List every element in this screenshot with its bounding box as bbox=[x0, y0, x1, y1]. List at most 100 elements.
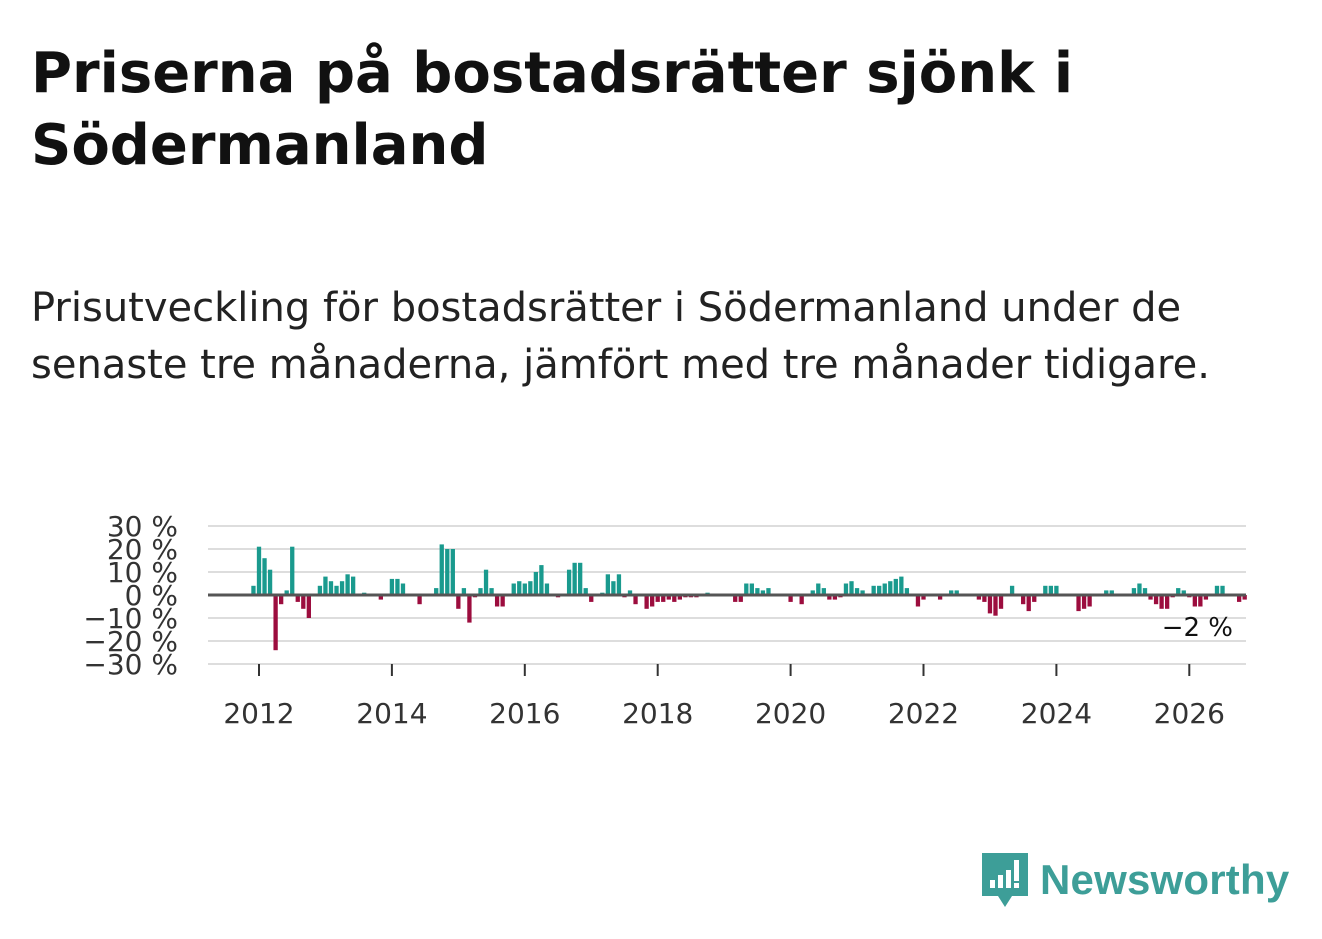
x-tick-label: 2012 bbox=[223, 697, 294, 730]
bar bbox=[483, 569, 489, 595]
bar bbox=[1220, 585, 1225, 595]
gridlines bbox=[208, 525, 1246, 665]
bar bbox=[605, 574, 611, 595]
bar bbox=[915, 595, 921, 607]
bar bbox=[478, 588, 483, 595]
bar bbox=[528, 581, 533, 595]
y-tick-label: −10 % bbox=[83, 602, 178, 635]
y-tick-label: 10 % bbox=[107, 556, 178, 589]
bar bbox=[904, 588, 910, 595]
bar bbox=[1009, 585, 1015, 595]
bar bbox=[1142, 588, 1148, 595]
bar bbox=[467, 595, 472, 623]
bar bbox=[306, 595, 311, 618]
bar bbox=[666, 595, 671, 600]
bar bbox=[871, 585, 876, 595]
y-tick-label: 0 % bbox=[125, 579, 178, 612]
bar bbox=[849, 581, 854, 595]
bar bbox=[611, 581, 616, 595]
bar bbox=[1181, 590, 1186, 595]
bar bbox=[987, 595, 993, 614]
bar bbox=[378, 595, 383, 600]
last-value-label: −2 % bbox=[1162, 613, 1233, 643]
bar bbox=[1198, 595, 1203, 607]
bar bbox=[1159, 595, 1164, 609]
bar bbox=[290, 546, 295, 595]
bar bbox=[1032, 595, 1037, 602]
bar bbox=[877, 585, 882, 595]
bar bbox=[572, 562, 577, 595]
x-axis-ticks: 2012 2014 2016 2018 2020 2022 2024 2026 bbox=[223, 664, 1225, 730]
bar bbox=[1104, 590, 1109, 595]
x-tick-label: 2020 bbox=[755, 697, 826, 730]
bar bbox=[998, 595, 1004, 609]
bar bbox=[1021, 595, 1026, 605]
bar bbox=[888, 581, 893, 595]
bar bbox=[1087, 595, 1092, 607]
bar bbox=[644, 595, 649, 609]
bar bbox=[655, 595, 660, 602]
bar bbox=[650, 595, 655, 607]
bar bbox=[937, 595, 943, 600]
bar bbox=[1054, 585, 1059, 595]
bar bbox=[539, 565, 544, 595]
bar bbox=[672, 595, 677, 602]
bar bbox=[1242, 595, 1247, 600]
bar bbox=[993, 595, 998, 616]
bar bbox=[1048, 585, 1054, 595]
bar bbox=[755, 588, 760, 595]
bar bbox=[445, 549, 450, 595]
bar bbox=[810, 590, 815, 595]
x-tick-label: 2022 bbox=[888, 697, 959, 730]
bar bbox=[323, 576, 328, 595]
bar bbox=[1043, 585, 1048, 595]
bar bbox=[788, 595, 793, 602]
bar bbox=[267, 569, 273, 595]
bar bbox=[350, 576, 356, 595]
bar bbox=[749, 583, 754, 595]
bar bbox=[882, 583, 887, 595]
bar bbox=[661, 595, 666, 602]
bar bbox=[566, 569, 572, 595]
bar bbox=[821, 588, 826, 595]
y-tick-label: −30 % bbox=[83, 648, 178, 681]
bar bbox=[511, 583, 516, 595]
bar bbox=[450, 549, 455, 595]
bar bbox=[389, 578, 395, 595]
x-tick-label: 2026 bbox=[1154, 697, 1225, 730]
bar bbox=[744, 583, 749, 595]
bar bbox=[616, 574, 622, 595]
bar bbox=[522, 583, 527, 595]
bar bbox=[1081, 595, 1087, 609]
chart-subtitle: Prisutveckling för bostadsrätter i Söder… bbox=[31, 285, 1210, 388]
bar bbox=[395, 578, 400, 595]
bar bbox=[1148, 595, 1153, 600]
bar bbox=[982, 595, 987, 602]
brand-name: Newsworthy bbox=[1040, 856, 1290, 903]
bar bbox=[799, 595, 804, 605]
bar bbox=[517, 581, 522, 595]
bar bbox=[273, 595, 278, 651]
bar bbox=[816, 583, 821, 595]
bar bbox=[860, 590, 865, 595]
bar bbox=[1026, 595, 1031, 612]
bar bbox=[583, 588, 588, 595]
bar bbox=[976, 595, 982, 600]
bar bbox=[899, 576, 904, 595]
bar bbox=[1203, 595, 1209, 600]
bar bbox=[843, 583, 849, 595]
bar bbox=[494, 595, 500, 607]
bar bbox=[251, 585, 256, 595]
y-tick-label: 20 % bbox=[107, 533, 178, 566]
bar bbox=[1131, 588, 1137, 595]
bar bbox=[345, 574, 350, 595]
bar bbox=[533, 572, 539, 595]
bar bbox=[738, 595, 743, 602]
bar bbox=[1192, 595, 1197, 607]
bar bbox=[854, 588, 860, 595]
bar bbox=[1176, 588, 1181, 595]
bar bbox=[339, 581, 345, 595]
bar bbox=[489, 588, 494, 595]
bar bbox=[633, 595, 638, 605]
bar bbox=[434, 588, 439, 595]
